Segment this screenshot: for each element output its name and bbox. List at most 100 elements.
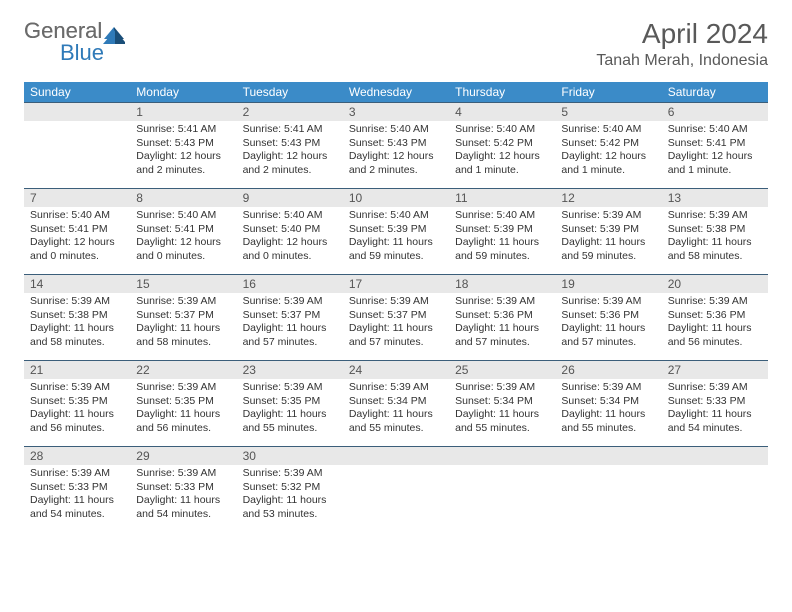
day-body [343, 465, 449, 471]
calendar-week-row: 21Sunrise: 5:39 AMSunset: 5:35 PMDayligh… [24, 361, 768, 447]
day-body: Sunrise: 5:40 AMSunset: 5:43 PMDaylight:… [343, 121, 449, 182]
day-number: 24 [343, 361, 449, 379]
calendar-day-cell: 22Sunrise: 5:39 AMSunset: 5:35 PMDayligh… [130, 361, 236, 447]
day-number: 26 [555, 361, 661, 379]
calendar-day-cell: 30Sunrise: 5:39 AMSunset: 5:32 PMDayligh… [237, 447, 343, 533]
day-number: 19 [555, 275, 661, 293]
day-number: 21 [24, 361, 130, 379]
day-number: 13 [662, 189, 768, 207]
day-body [662, 465, 768, 471]
calendar-day-cell: 10Sunrise: 5:40 AMSunset: 5:39 PMDayligh… [343, 189, 449, 275]
day-number: 6 [662, 103, 768, 121]
calendar-day-cell: 8Sunrise: 5:40 AMSunset: 5:41 PMDaylight… [130, 189, 236, 275]
calendar-day-cell: 19Sunrise: 5:39 AMSunset: 5:36 PMDayligh… [555, 275, 661, 361]
calendar-day-cell: 28Sunrise: 5:39 AMSunset: 5:33 PMDayligh… [24, 447, 130, 533]
day-body: Sunrise: 5:39 AMSunset: 5:35 PMDaylight:… [24, 379, 130, 440]
day-body [555, 465, 661, 471]
day-number [449, 447, 555, 465]
day-body: Sunrise: 5:39 AMSunset: 5:32 PMDaylight:… [237, 465, 343, 526]
day-header: Saturday [662, 82, 768, 103]
day-body: Sunrise: 5:40 AMSunset: 5:41 PMDaylight:… [24, 207, 130, 268]
calendar-page: General April 2024 Tanah Merah, Indonesi… [0, 0, 792, 551]
day-body: Sunrise: 5:39 AMSunset: 5:38 PMDaylight:… [24, 293, 130, 354]
day-header: Sunday [24, 82, 130, 103]
calendar-day-cell: 13Sunrise: 5:39 AMSunset: 5:38 PMDayligh… [662, 189, 768, 275]
day-body: Sunrise: 5:41 AMSunset: 5:43 PMDaylight:… [237, 121, 343, 182]
day-body: Sunrise: 5:39 AMSunset: 5:35 PMDaylight:… [130, 379, 236, 440]
calendar-week-row: 1Sunrise: 5:41 AMSunset: 5:43 PMDaylight… [24, 103, 768, 189]
day-number: 20 [662, 275, 768, 293]
day-number [662, 447, 768, 465]
day-number: 2 [237, 103, 343, 121]
title-block: April 2024 Tanah Merah, Indonesia [596, 18, 768, 70]
day-number: 7 [24, 189, 130, 207]
day-body: Sunrise: 5:39 AMSunset: 5:36 PMDaylight:… [555, 293, 661, 354]
day-body: Sunrise: 5:39 AMSunset: 5:39 PMDaylight:… [555, 207, 661, 268]
day-body: Sunrise: 5:39 AMSunset: 5:36 PMDaylight:… [662, 293, 768, 354]
day-number: 23 [237, 361, 343, 379]
day-number: 8 [130, 189, 236, 207]
calendar-day-cell: 3Sunrise: 5:40 AMSunset: 5:43 PMDaylight… [343, 103, 449, 189]
day-body: Sunrise: 5:39 AMSunset: 5:38 PMDaylight:… [662, 207, 768, 268]
day-body: Sunrise: 5:39 AMSunset: 5:34 PMDaylight:… [449, 379, 555, 440]
day-number: 29 [130, 447, 236, 465]
day-body: Sunrise: 5:40 AMSunset: 5:41 PMDaylight:… [662, 121, 768, 182]
day-body: Sunrise: 5:39 AMSunset: 5:33 PMDaylight:… [662, 379, 768, 440]
day-body: Sunrise: 5:40 AMSunset: 5:42 PMDaylight:… [555, 121, 661, 182]
day-body: Sunrise: 5:40 AMSunset: 5:39 PMDaylight:… [449, 207, 555, 268]
calendar-day-cell: 23Sunrise: 5:39 AMSunset: 5:35 PMDayligh… [237, 361, 343, 447]
day-number: 11 [449, 189, 555, 207]
calendar-day-cell: 14Sunrise: 5:39 AMSunset: 5:38 PMDayligh… [24, 275, 130, 361]
day-body: Sunrise: 5:39 AMSunset: 5:37 PMDaylight:… [130, 293, 236, 354]
day-body: Sunrise: 5:40 AMSunset: 5:39 PMDaylight:… [343, 207, 449, 268]
calendar-day-cell: 21Sunrise: 5:39 AMSunset: 5:35 PMDayligh… [24, 361, 130, 447]
calendar-day-cell: 16Sunrise: 5:39 AMSunset: 5:37 PMDayligh… [237, 275, 343, 361]
calendar-day-cell: 20Sunrise: 5:39 AMSunset: 5:36 PMDayligh… [662, 275, 768, 361]
day-number: 30 [237, 447, 343, 465]
day-number: 5 [555, 103, 661, 121]
day-number: 14 [24, 275, 130, 293]
calendar-day-cell: 6Sunrise: 5:40 AMSunset: 5:41 PMDaylight… [662, 103, 768, 189]
calendar-week-row: 28Sunrise: 5:39 AMSunset: 5:33 PMDayligh… [24, 447, 768, 533]
calendar-week-row: 14Sunrise: 5:39 AMSunset: 5:38 PMDayligh… [24, 275, 768, 361]
day-body: Sunrise: 5:39 AMSunset: 5:35 PMDaylight:… [237, 379, 343, 440]
day-number [555, 447, 661, 465]
calendar-day-cell: 18Sunrise: 5:39 AMSunset: 5:36 PMDayligh… [449, 275, 555, 361]
day-number: 22 [130, 361, 236, 379]
day-body: Sunrise: 5:40 AMSunset: 5:42 PMDaylight:… [449, 121, 555, 182]
calendar-day-cell: 26Sunrise: 5:39 AMSunset: 5:34 PMDayligh… [555, 361, 661, 447]
day-number: 4 [449, 103, 555, 121]
calendar-day-cell: 1Sunrise: 5:41 AMSunset: 5:43 PMDaylight… [130, 103, 236, 189]
day-number: 17 [343, 275, 449, 293]
day-number: 28 [24, 447, 130, 465]
day-body: Sunrise: 5:39 AMSunset: 5:34 PMDaylight:… [343, 379, 449, 440]
day-body: Sunrise: 5:39 AMSunset: 5:33 PMDaylight:… [130, 465, 236, 526]
location-label: Tanah Merah, Indonesia [596, 52, 768, 70]
calendar-day-cell: 5Sunrise: 5:40 AMSunset: 5:42 PMDaylight… [555, 103, 661, 189]
day-number: 16 [237, 275, 343, 293]
day-header: Tuesday [237, 82, 343, 103]
day-number: 12 [555, 189, 661, 207]
day-number [343, 447, 449, 465]
calendar-day-cell: 17Sunrise: 5:39 AMSunset: 5:37 PMDayligh… [343, 275, 449, 361]
day-number: 1 [130, 103, 236, 121]
calendar-week-row: 7Sunrise: 5:40 AMSunset: 5:41 PMDaylight… [24, 189, 768, 275]
day-body [24, 121, 130, 127]
calendar-day-cell: 15Sunrise: 5:39 AMSunset: 5:37 PMDayligh… [130, 275, 236, 361]
calendar-day-cell [343, 447, 449, 533]
day-body: Sunrise: 5:39 AMSunset: 5:33 PMDaylight:… [24, 465, 130, 526]
calendar-day-cell: 25Sunrise: 5:39 AMSunset: 5:34 PMDayligh… [449, 361, 555, 447]
calendar-day-cell: 2Sunrise: 5:41 AMSunset: 5:43 PMDaylight… [237, 103, 343, 189]
calendar-day-cell: 7Sunrise: 5:40 AMSunset: 5:41 PMDaylight… [24, 189, 130, 275]
calendar-day-cell [449, 447, 555, 533]
day-number [24, 103, 130, 121]
day-header: Thursday [449, 82, 555, 103]
page-header: General April 2024 Tanah Merah, Indonesi… [24, 18, 768, 70]
day-number: 27 [662, 361, 768, 379]
day-header: Friday [555, 82, 661, 103]
day-body: Sunrise: 5:40 AMSunset: 5:40 PMDaylight:… [237, 207, 343, 268]
day-body [449, 465, 555, 471]
month-title: April 2024 [596, 18, 768, 50]
day-number: 10 [343, 189, 449, 207]
calendar-day-cell: 4Sunrise: 5:40 AMSunset: 5:42 PMDaylight… [449, 103, 555, 189]
